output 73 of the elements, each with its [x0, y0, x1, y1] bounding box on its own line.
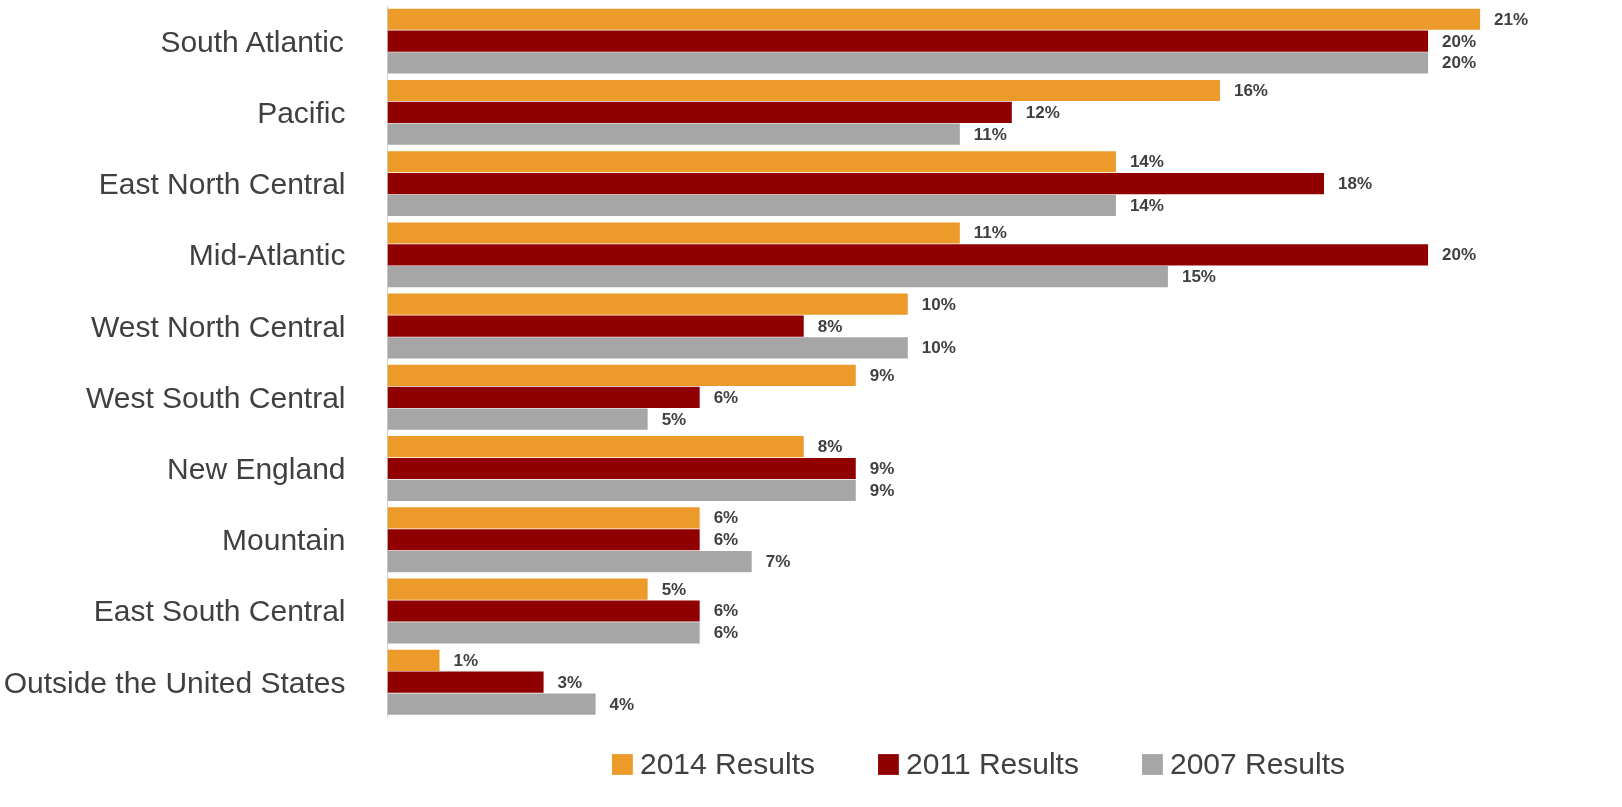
- bar: [387, 622, 700, 644]
- y-tick-label: Outside the United States: [3, 665, 346, 699]
- bar: [387, 693, 596, 715]
- data-label: 6%: [713, 530, 739, 550]
- y-tick-label: Mountain: [222, 523, 346, 557]
- bar: [387, 529, 700, 551]
- y-tick-label: New England: [167, 452, 346, 486]
- data-label: 20%: [1442, 31, 1477, 51]
- bar: [387, 194, 1116, 217]
- data-label: 18%: [1338, 174, 1373, 194]
- bar: [387, 30, 1429, 52]
- data-label: 1%: [453, 650, 479, 670]
- bar: [387, 507, 700, 529]
- data-label: 9%: [869, 365, 895, 385]
- data-label: 8%: [817, 316, 843, 336]
- data-label: 7%: [765, 552, 791, 572]
- bar: [387, 364, 856, 387]
- data-label: 10%: [921, 294, 956, 314]
- legend-label: 2007 Results: [1169, 747, 1346, 781]
- data-label: 3%: [557, 672, 583, 692]
- bar: [387, 101, 1012, 123]
- data-label: 10%: [921, 338, 956, 358]
- legend-label: 2011 Results: [906, 747, 1079, 781]
- bar: [387, 244, 1429, 266]
- bar: [387, 8, 1481, 30]
- bar: [387, 649, 440, 671]
- y-tick-label: Mid-Atlantic: [188, 238, 346, 272]
- y-tick-label: West South Central: [85, 380, 346, 414]
- y-tick-label: East South Central: [93, 594, 346, 628]
- bar: [387, 293, 908, 315]
- data-label: 6%: [713, 387, 739, 407]
- data-label: 20%: [1442, 245, 1477, 265]
- bar: [387, 457, 856, 480]
- bar: [387, 222, 960, 244]
- data-label: 6%: [713, 508, 739, 528]
- bar: [387, 436, 804, 458]
- data-label: 9%: [869, 459, 895, 479]
- bar: [387, 578, 648, 600]
- bar: [387, 600, 700, 622]
- data-label: 4%: [609, 694, 635, 714]
- data-label: 5%: [661, 579, 687, 599]
- data-label: 8%: [817, 437, 843, 457]
- data-label: 11%: [973, 223, 1007, 243]
- bar: [387, 266, 1168, 288]
- bar: [387, 123, 960, 145]
- data-label: 12%: [1025, 102, 1060, 122]
- bar: [387, 386, 700, 408]
- bar: [387, 151, 1116, 173]
- bar: [387, 172, 1325, 195]
- data-label: 5%: [661, 409, 687, 429]
- legend-label: 2014 Results: [639, 747, 816, 781]
- data-label: 15%: [1181, 267, 1216, 287]
- bar: [387, 79, 1220, 102]
- data-label: 6%: [713, 601, 739, 621]
- y-tick-label: East North Central: [98, 167, 346, 201]
- data-label: 21%: [1494, 9, 1529, 29]
- data-label: 20%: [1442, 53, 1477, 73]
- y-tick-label: South Atlantic: [160, 24, 344, 58]
- y-tick-label: West North Central: [90, 309, 346, 343]
- bar: [387, 337, 908, 359]
- bar: [387, 551, 752, 573]
- bar: [387, 52, 1429, 74]
- bar: [387, 408, 648, 430]
- bar: [387, 315, 804, 337]
- data-label: 16%: [1233, 81, 1268, 100]
- bar: [387, 479, 856, 501]
- y-tick-label: Pacific: [257, 95, 346, 129]
- data-label: 6%: [713, 623, 739, 643]
- data-label: 14%: [1129, 152, 1164, 172]
- bar: [387, 671, 544, 693]
- data-label: 9%: [869, 480, 895, 500]
- data-label: 11%: [973, 124, 1007, 144]
- data-label: 14%: [1129, 195, 1164, 215]
